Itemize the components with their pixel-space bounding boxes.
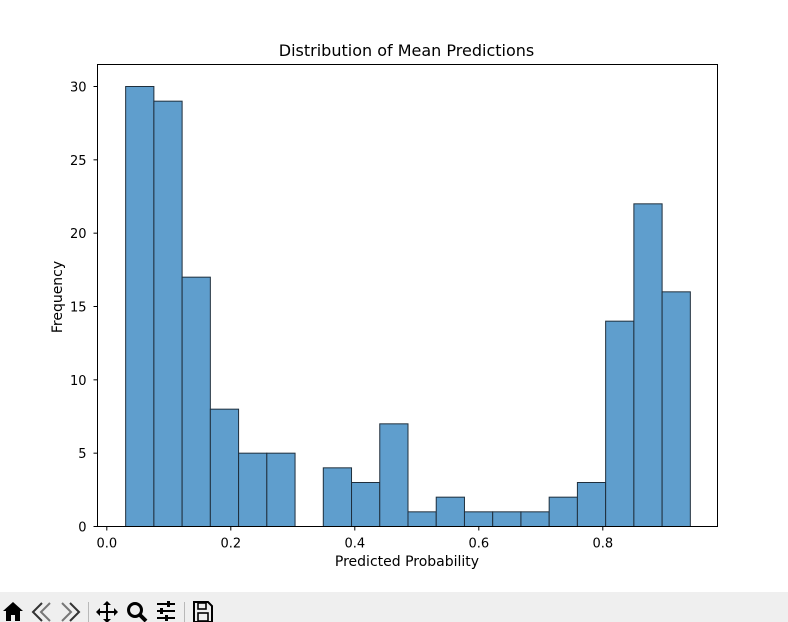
histogram-bar [238,452,268,527]
home-button[interactable] [0,600,26,622]
y-axis-ticks: 0 5 10 15 20 25 30 [70,81,98,536]
navigation-toolbar [0,592,788,622]
x-axis-ticks: 0.0 0.2 0.4 0.6 0.8 [96,526,613,552]
histogram-bar [633,203,663,527]
y-tick-label: 10 [70,374,87,389]
x-tick-label: 0.4 [344,537,365,552]
histogram-bar [520,511,550,528]
histogram-bar [351,482,381,527]
axes-frame [97,64,718,527]
toolbar-separator [184,602,185,622]
histogram-bar [153,100,183,528]
configure-button[interactable] [153,600,179,622]
figure: Distribution of Mean Predictions 0.0 0.2 0… [50,41,718,570]
forward-icon [61,602,81,622]
x-axis-label: Predicted Probability [335,554,479,570]
histogram-bar [435,496,465,527]
y-tick-label: 0 [78,521,86,536]
histogram-chart: Distribution of Mean Predictions 0.0 0.2 0… [50,41,718,570]
x-tick-label: 0.8 [592,537,613,552]
histogram-bar [548,496,578,527]
x-tick-label: 0.0 [96,537,117,552]
y-tick-label: 30 [70,81,87,96]
x-tick-label: 0.2 [220,537,241,552]
x-tick-label: 0.6 [468,537,489,552]
histogram-bar [576,482,607,527]
histogram-bar [379,423,409,528]
configure-icon [157,601,175,621]
toolbar-separator [88,602,89,622]
back-icon [31,602,51,622]
forward-button[interactable] [57,600,83,622]
y-axis-label: Frequency [50,261,66,333]
histogram-bar [492,511,522,528]
pan-button[interactable] [94,600,120,622]
pan-icon [96,601,118,622]
histogram-bar [209,408,240,527]
y-tick-label: 20 [70,227,87,242]
histogram-bar [605,320,635,527]
back-button[interactable] [29,600,55,622]
chart-title: Distribution of Mean Predictions [279,41,534,60]
y-tick-label: 5 [78,447,86,462]
y-tick-label: 25 [70,154,87,169]
zoom-icon [127,602,148,622]
histogram-bar [322,467,353,528]
histogram-bar [181,276,211,527]
histogram-bar [407,511,437,528]
y-tick-label: 15 [70,301,87,316]
home-icon [3,602,23,621]
save-button[interactable] [190,600,216,622]
histogram-bar [463,511,494,528]
histogram-bar [661,291,691,528]
bars-group [125,86,691,528]
zoom-button[interactable] [124,600,150,622]
histogram-bar [125,86,155,527]
histogram-bar [266,452,296,527]
save-icon [193,601,213,622]
